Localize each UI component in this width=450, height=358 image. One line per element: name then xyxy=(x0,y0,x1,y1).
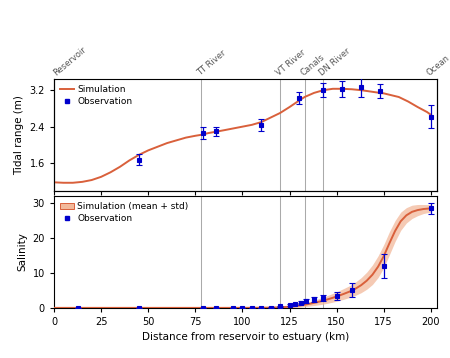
Y-axis label: Tidal range (m): Tidal range (m) xyxy=(14,95,24,175)
Y-axis label: Salinity: Salinity xyxy=(17,233,27,271)
Legend: Simulation, Observation: Simulation, Observation xyxy=(58,83,135,108)
X-axis label: Distance from reservoir to estuary (km): Distance from reservoir to estuary (km) xyxy=(142,333,349,343)
Legend: Simulation (mean + std), Observation: Simulation (mean + std), Observation xyxy=(58,200,190,225)
